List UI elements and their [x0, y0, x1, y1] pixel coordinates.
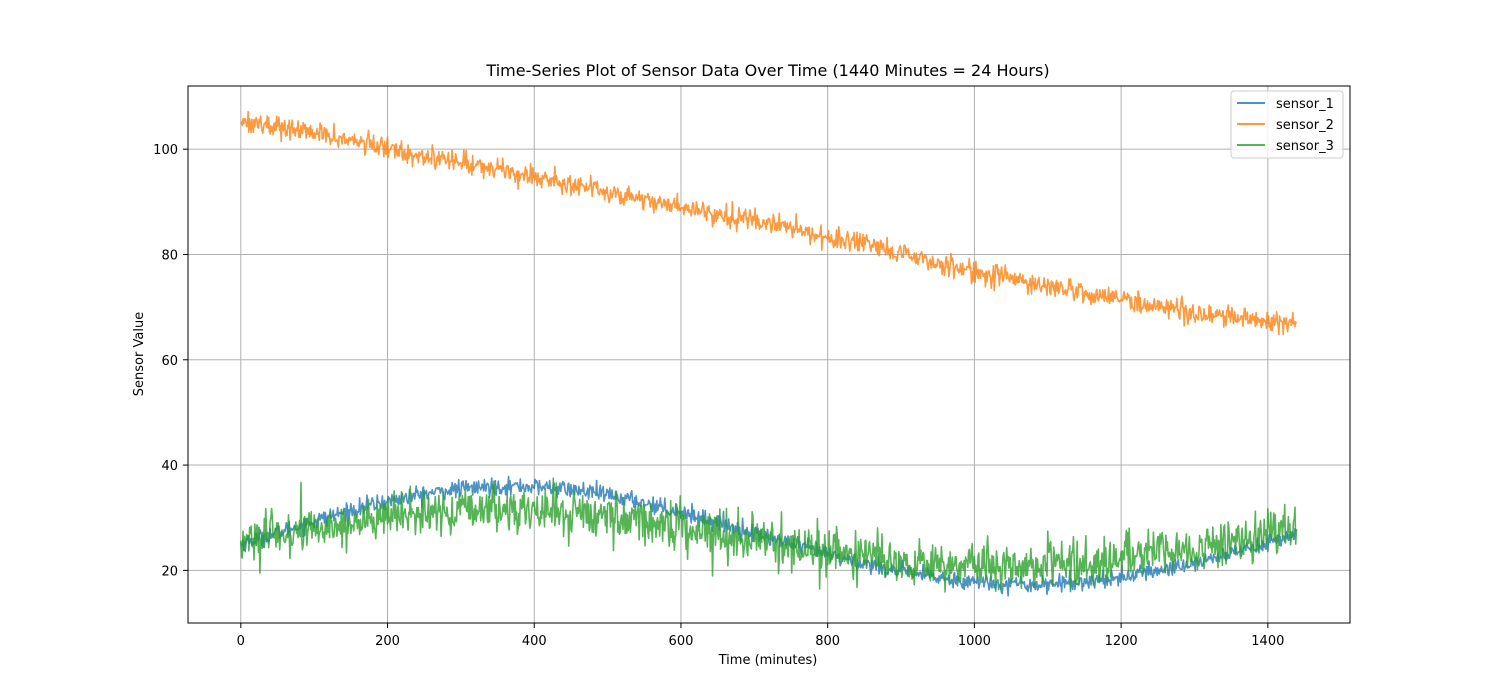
legend-label: sensor_2: [1276, 118, 1334, 133]
y-tick-label: 20: [161, 564, 178, 579]
series-line-sensor-2: [240, 110, 1298, 336]
series-line-sensor-3: [240, 477, 1298, 593]
x-axis-label: Time (minutes): [718, 653, 818, 668]
legend: sensor_1 sensor_2 sensor_3: [1230, 90, 1344, 159]
x-tick-label: 1200: [1105, 634, 1138, 649]
legend-label: sensor_1: [1276, 97, 1334, 112]
x-tick-label: 200: [375, 634, 400, 649]
x-tick-label: 400: [522, 634, 547, 649]
x-tick-label: 1000: [958, 634, 991, 649]
x-tick-label: 800: [815, 634, 840, 649]
y-tick-label: 100: [153, 143, 178, 158]
chart-title: Time-Series Plot of Sensor Data Over Tim…: [485, 61, 1049, 80]
y-axis-label: Sensor Value: [132, 312, 147, 396]
series-line-sensor-1: [240, 475, 1298, 597]
y-tick-label: 60: [161, 354, 178, 369]
legend-label: sensor_3: [1276, 139, 1334, 154]
x-tick-label: 1400: [1251, 634, 1284, 649]
y-tick-label: 80: [161, 248, 178, 263]
plot-area-frame: [187, 85, 1351, 624]
y-tick-label: 40: [161, 459, 178, 474]
x-tick-label: 0: [237, 634, 245, 649]
legend-box: [1230, 90, 1344, 159]
x-tick-label: 600: [669, 634, 694, 649]
series-lines: [240, 110, 1298, 597]
axis-ticks: 0 200 400 600 800 1000 1200 1400 20 40 60 80 100: [153, 143, 1284, 649]
